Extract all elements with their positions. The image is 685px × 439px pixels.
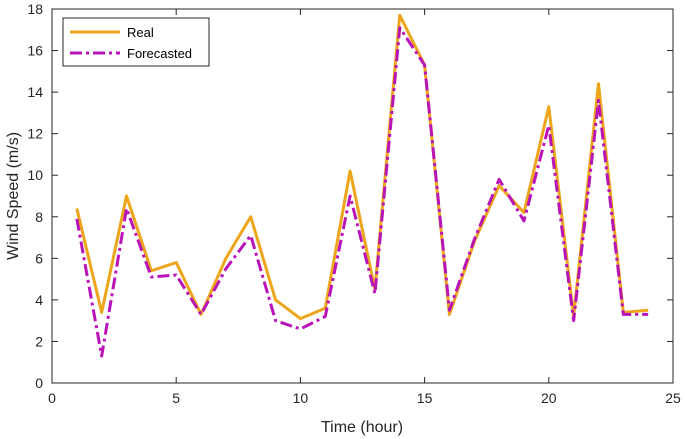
- y-tick-label: 12: [27, 126, 43, 142]
- y-tick-label: 6: [35, 250, 43, 266]
- legend-box: [62, 17, 210, 67]
- plot-area: [52, 9, 673, 383]
- y-tick-label: 2: [35, 333, 43, 349]
- series-layer: [75, 13, 649, 358]
- y-tick-label: 10: [27, 167, 43, 183]
- y-tick-label: 0: [35, 375, 43, 391]
- plot-frame: [51, 8, 674, 384]
- series-line-forecasted: [75, 26, 649, 358]
- y-axis-label: Wind Speed (m/s): [5, 132, 22, 260]
- legend: Real Forecasted: [62, 17, 210, 67]
- x-tick-label: 5: [172, 390, 180, 406]
- legend-label-forecasted: Forecasted: [127, 46, 192, 61]
- x-tick-label: 15: [417, 390, 433, 406]
- x-tick-label: 10: [293, 390, 309, 406]
- y-tick-label: 14: [27, 84, 43, 100]
- y-tick-label: 8: [35, 209, 43, 225]
- series-line-real: [75, 13, 649, 321]
- x-tick-label: 20: [541, 390, 557, 406]
- x-tick-label: 25: [665, 390, 681, 406]
- y-tick-label: 16: [27, 43, 43, 59]
- y-tick-label: 18: [27, 1, 43, 17]
- x-tick-label: 0: [48, 390, 56, 406]
- x-axis-label: Time (hour): [321, 419, 403, 436]
- y-tick-label: 4: [35, 292, 43, 308]
- tick-layer: 0 5 10 15 20 25 0 2 4 6 8 10 12 14 16 18: [27, 1, 681, 406]
- legend-label-real: Real: [127, 25, 154, 40]
